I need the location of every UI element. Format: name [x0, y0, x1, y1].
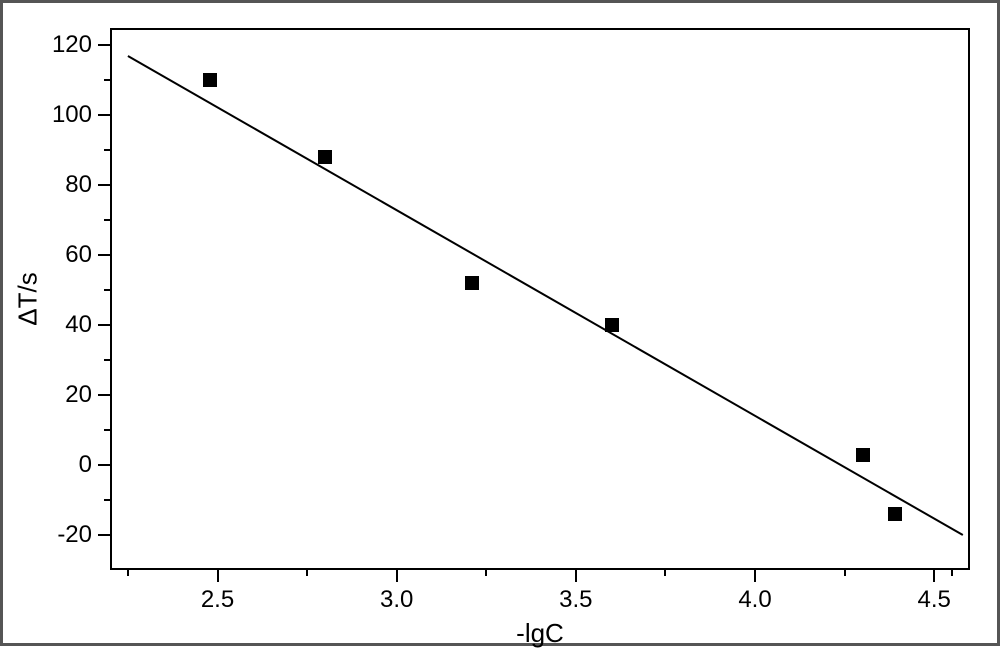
y-tick-label: 100	[52, 101, 92, 129]
y-minor-tick	[104, 359, 110, 361]
x-tick	[217, 570, 219, 582]
x-minor-tick	[844, 570, 846, 576]
x-minor-tick	[951, 570, 953, 576]
data-point	[605, 318, 619, 332]
y-minor-tick	[104, 429, 110, 431]
data-point	[203, 73, 217, 87]
y-tick	[98, 44, 110, 46]
y-axis-label: ΔT/s	[13, 272, 44, 325]
y-tick	[98, 184, 110, 186]
data-point	[465, 276, 479, 290]
y-tick-label: 60	[65, 241, 92, 269]
data-point	[318, 150, 332, 164]
plot-area	[110, 28, 970, 570]
x-minor-tick	[306, 570, 308, 576]
chart-container: 2.5 3.0 3.5 4.0 4.5 -20 0 20 40 60 80 100 120 -lgC Δ…	[0, 0, 1000, 646]
x-tick	[396, 570, 398, 582]
x-minor-tick	[485, 570, 487, 576]
x-tick-label: 3.0	[380, 586, 413, 614]
y-minor-tick	[104, 219, 110, 221]
x-tick	[754, 570, 756, 582]
y-minor-tick	[104, 289, 110, 291]
y-minor-tick	[104, 149, 110, 151]
x-tick-label: 3.5	[559, 586, 592, 614]
y-tick	[98, 114, 110, 116]
y-tick-label: 120	[52, 31, 92, 59]
x-minor-tick	[127, 570, 129, 576]
x-tick-label: 4.5	[917, 586, 950, 614]
y-tick-label: 0	[79, 451, 92, 479]
y-tick	[98, 324, 110, 326]
x-tick	[933, 570, 935, 582]
y-tick	[98, 394, 110, 396]
y-tick	[98, 534, 110, 536]
y-tick	[98, 464, 110, 466]
y-tick-label: 40	[65, 311, 92, 339]
y-tick	[98, 254, 110, 256]
x-tick-label: 2.5	[201, 586, 234, 614]
x-tick-label: 4.0	[738, 586, 771, 614]
x-axis-label: -lgC	[516, 618, 564, 649]
x-minor-tick	[664, 570, 666, 576]
data-point	[856, 448, 870, 462]
y-minor-tick	[104, 499, 110, 501]
x-tick	[575, 570, 577, 582]
y-tick-label: 80	[65, 171, 92, 199]
y-tick-label: 20	[65, 381, 92, 409]
data-point	[888, 507, 902, 521]
y-minor-tick	[104, 79, 110, 81]
y-tick-label: -20	[57, 521, 92, 549]
